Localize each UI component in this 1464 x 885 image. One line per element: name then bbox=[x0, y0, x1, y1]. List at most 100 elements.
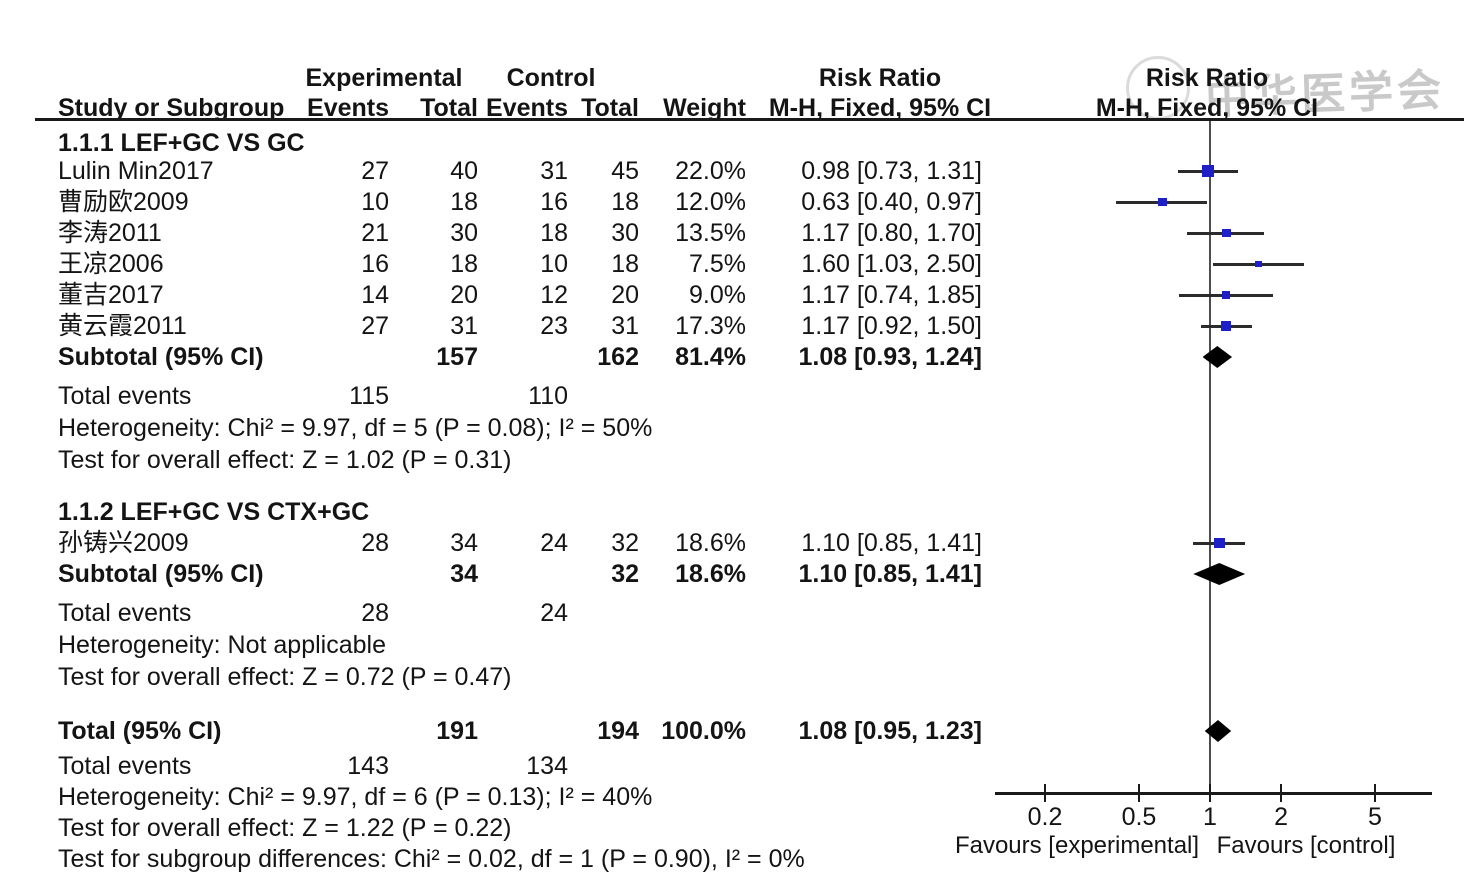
total-label: Total (95% CI) bbox=[58, 717, 222, 745]
subtotal-exp-total: 34 bbox=[450, 560, 478, 588]
total-events-label: Total events bbox=[58, 382, 192, 410]
subtotal-rr-ci-text: 1.10 [0.85, 1.41] bbox=[798, 560, 982, 588]
study-square bbox=[1254, 260, 1262, 268]
total-events-exp: 28 bbox=[361, 599, 389, 627]
ctl-total: 32 bbox=[611, 529, 639, 557]
subgroup-label: 1.1.1 LEF+GC VS GC bbox=[58, 129, 305, 157]
col-header-mh-text: M-H, Fixed, 95% CI bbox=[768, 94, 992, 122]
heterogeneity-text: Heterogeneity: Chi² = 9.97, df = 5 (P = … bbox=[58, 414, 653, 442]
exp-events: 27 bbox=[361, 157, 389, 185]
study-name: 王凉2006 bbox=[58, 250, 164, 278]
study-name: 黄云霞2011 bbox=[58, 312, 187, 340]
pooled-diamond bbox=[1202, 346, 1233, 368]
ctl-total: 30 bbox=[611, 219, 639, 247]
exp-events: 28 bbox=[361, 529, 389, 557]
subtotal-exp-total: 157 bbox=[436, 343, 478, 371]
axis-tick-label: 0.2 bbox=[1027, 803, 1063, 831]
axis-tick bbox=[1044, 784, 1047, 802]
header-divider bbox=[35, 118, 1464, 121]
ctl-total: 18 bbox=[611, 250, 639, 278]
overall-effect-text: Test for overall effect: Z = 0.72 (P = 0… bbox=[58, 663, 512, 691]
favours-experimental-label: Favours [experimental] bbox=[954, 832, 1200, 859]
col-header-ctl-total: Total bbox=[581, 94, 639, 122]
ctl-events: 24 bbox=[540, 529, 568, 557]
study-name: Lulin Min2017 bbox=[58, 157, 214, 185]
exp-total: 40 bbox=[450, 157, 478, 185]
col-header-risk-ratio-plot: Risk Ratio bbox=[1145, 64, 1269, 92]
total-rr-ci-text: 1.08 [0.95, 1.23] bbox=[798, 717, 982, 745]
total-events-ctl: 134 bbox=[526, 752, 568, 780]
col-header-exp-events: Events bbox=[307, 94, 389, 122]
ctl-events: 10 bbox=[540, 250, 568, 278]
col-header-exp-total: Total bbox=[420, 94, 478, 122]
exp-events: 21 bbox=[361, 219, 389, 247]
rr-ci-text: 1.17 [0.80, 1.70] bbox=[801, 219, 982, 247]
overall-effect-text: Test for overall effect: Z = 1.22 (P = 0… bbox=[58, 814, 512, 842]
axis-tick-label: 2 bbox=[1274, 803, 1288, 831]
subgroup-differences-text: Test for subgroup differences: Chi² = 0.… bbox=[58, 845, 805, 873]
total-weight: 100.0% bbox=[661, 717, 746, 745]
ctl-total: 20 bbox=[611, 281, 639, 309]
exp-total: 30 bbox=[450, 219, 478, 247]
col-header-study: Study or Subgroup bbox=[58, 94, 285, 122]
subtotal-rr-ci-text: 1.08 [0.93, 1.24] bbox=[798, 343, 982, 371]
exp-total: 20 bbox=[450, 281, 478, 309]
ctl-events: 12 bbox=[540, 281, 568, 309]
axis-tick bbox=[1137, 784, 1140, 802]
exp-total: 18 bbox=[450, 250, 478, 278]
exp-events: 27 bbox=[361, 312, 389, 340]
subtotal-weight: 81.4% bbox=[675, 343, 746, 371]
total-events-label: Total events bbox=[58, 752, 192, 780]
total-events-ctl: 24 bbox=[540, 599, 568, 627]
subtotal-ctl-total: 32 bbox=[611, 560, 639, 588]
total-exp-total: 191 bbox=[436, 717, 478, 745]
axis-tick bbox=[1209, 784, 1211, 802]
weight-value: 17.3% bbox=[675, 312, 746, 340]
col-header-weight: Weight bbox=[663, 94, 746, 122]
exp-total: 18 bbox=[450, 188, 478, 216]
pooled-diamond bbox=[1193, 563, 1246, 585]
subtotal-label: Subtotal (95% CI) bbox=[58, 560, 264, 588]
weight-value: 12.0% bbox=[675, 188, 746, 216]
study-square bbox=[1158, 197, 1167, 207]
study-square bbox=[1222, 291, 1230, 299]
col-header-risk-ratio-text: Risk Ratio bbox=[818, 64, 942, 92]
subtotal-label: Subtotal (95% CI) bbox=[58, 343, 264, 371]
subtotal-ctl-total: 162 bbox=[597, 343, 639, 371]
subtotal-weight: 18.6% bbox=[675, 560, 746, 588]
null-effect-line bbox=[1209, 121, 1211, 793]
axis-tick bbox=[1373, 784, 1376, 802]
rr-ci-text: 0.98 [0.73, 1.31] bbox=[801, 157, 982, 185]
ctl-events: 31 bbox=[540, 157, 568, 185]
exp-total: 31 bbox=[450, 312, 478, 340]
study-name: 曹励欧2009 bbox=[58, 188, 189, 216]
total-events-exp: 143 bbox=[347, 752, 389, 780]
total-events-ctl: 110 bbox=[528, 382, 568, 410]
study-square bbox=[1220, 320, 1232, 332]
total-ctl-total: 194 bbox=[597, 717, 639, 745]
exp-total: 34 bbox=[450, 529, 478, 557]
ctl-total: 45 bbox=[611, 157, 639, 185]
ctl-events: 16 bbox=[540, 188, 568, 216]
rr-ci-text: 0.63 [0.40, 0.97] bbox=[801, 188, 982, 216]
ctl-events: 23 bbox=[540, 312, 568, 340]
rr-ci-text: 1.10 [0.85, 1.41] bbox=[801, 529, 982, 557]
axis-tick-label: 1 bbox=[1203, 803, 1217, 831]
axis-tick bbox=[1280, 784, 1283, 802]
col-header-experimental: Experimental bbox=[305, 64, 463, 92]
heterogeneity-text: Heterogeneity: Chi² = 9.97, df = 6 (P = … bbox=[58, 783, 653, 811]
study-name: 孙铸兴2009 bbox=[58, 529, 189, 557]
col-header-mh-plot: M-H, Fixed, 95% CI bbox=[1095, 94, 1319, 122]
favours-control-label: Favours [control] bbox=[1216, 832, 1396, 859]
axis-tick-label: 0.5 bbox=[1121, 803, 1157, 831]
weight-value: 7.5% bbox=[689, 250, 746, 278]
study-square bbox=[1221, 228, 1231, 238]
total-events-exp: 115 bbox=[349, 382, 389, 410]
rr-ci-text: 1.17 [0.92, 1.50] bbox=[801, 312, 982, 340]
study-square bbox=[1214, 537, 1226, 549]
total-events-label: Total events bbox=[58, 599, 192, 627]
exp-events: 10 bbox=[361, 188, 389, 216]
exp-events: 16 bbox=[361, 250, 389, 278]
weight-value: 9.0% bbox=[689, 281, 746, 309]
